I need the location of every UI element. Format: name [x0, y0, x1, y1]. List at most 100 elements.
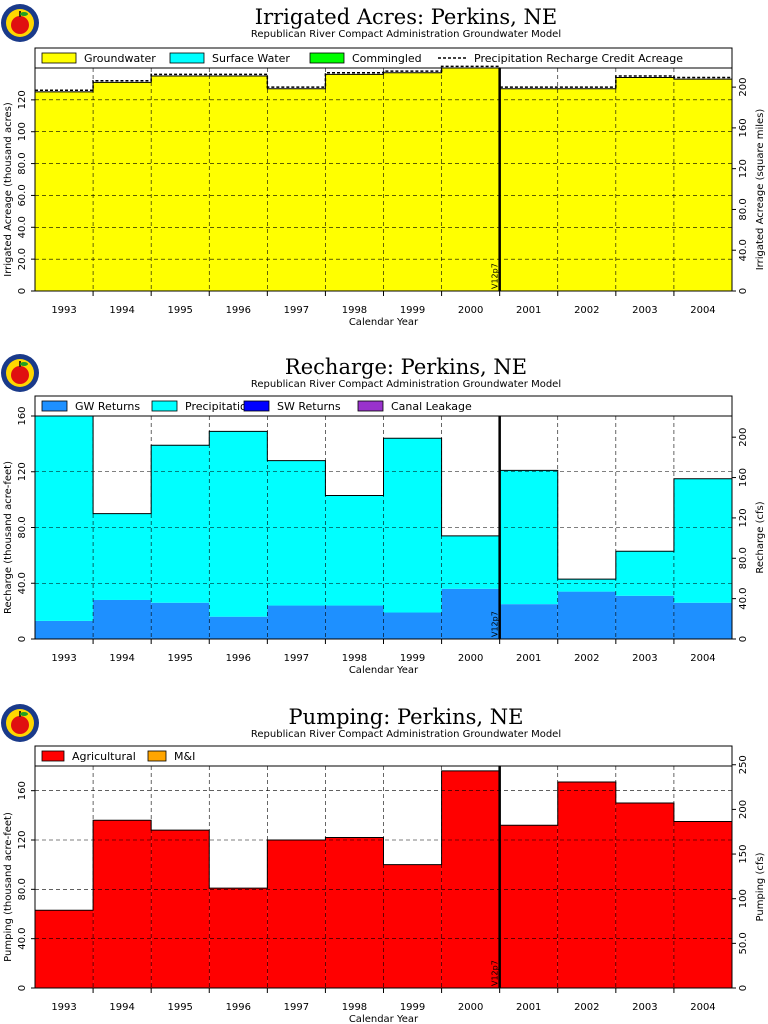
legend-label: Surface Water [212, 52, 290, 65]
y-tick-label: 160 [17, 781, 28, 800]
x-tick-label: 1999 [400, 1002, 425, 1013]
x-tick-label: 2001 [516, 305, 541, 316]
x-tick-label: 1993 [51, 305, 76, 316]
x-tick-label: 1998 [342, 653, 367, 664]
bar-agricultural-1997 [267, 840, 326, 988]
legend-swatch [169, 52, 205, 64]
bar-groundwater-2000 [441, 68, 500, 291]
bar-precipitation-2002 [557, 579, 616, 592]
logo-seal [1, 4, 39, 42]
y-tick-label: 0 [17, 636, 28, 642]
y-tick-label: 80.0 [17, 152, 28, 174]
bar-groundwater-2003 [615, 77, 674, 291]
y-axis-label: Pumping (thousand acre-feet) [3, 812, 14, 962]
x-tick-label: 1993 [51, 653, 76, 664]
chart-title: Pumping: Perkins, NE [289, 705, 524, 729]
x-tick-label: 1998 [342, 305, 367, 316]
model-version-label: V12p7 [491, 611, 500, 637]
apple-icon [11, 366, 29, 384]
chart-title: Irrigated Acres: Perkins, NE [255, 5, 557, 29]
y-axis-label: Recharge (thousand acre-feet) [3, 461, 14, 614]
y2-axis-label: Pumping (cfs) [755, 852, 766, 921]
legend-swatch [41, 52, 77, 64]
x-axis-label: Calendar Year [349, 665, 419, 676]
bar-precipitation-2001 [499, 470, 558, 605]
y2-tick-label: 150 [738, 845, 749, 864]
x-axis-label: Calendar Year [349, 317, 419, 328]
bar-gw-returns-2000 [441, 588, 500, 639]
legend-label: Groundwater [84, 52, 156, 65]
y2-tick-label: 200 [738, 78, 749, 97]
y2-tick-label: 250 [738, 755, 749, 774]
x-tick-label: 1999 [400, 305, 425, 316]
legend-label: SW Returns [277, 400, 341, 413]
apple-icon [11, 716, 29, 734]
x-tick-label: 2000 [458, 305, 483, 316]
bar-agricultural-1998 [325, 837, 384, 988]
y-tick-label: 160 [17, 406, 28, 425]
legend-label: M&I [174, 750, 195, 763]
legend-swatch [357, 400, 384, 412]
bar-gw-returns-1993 [35, 620, 94, 639]
bar-agricultural-1996 [209, 888, 268, 988]
x-tick-label: 2000 [458, 1002, 483, 1013]
x-tick-label: 2001 [516, 653, 541, 664]
apple-leaf [20, 712, 28, 716]
x-tick-label: 2003 [632, 1002, 657, 1013]
y2-tick-label: 50.0 [738, 932, 749, 954]
y-axis-label: Irrigated Acreage (thousand acres) [3, 102, 14, 277]
bar-agricultural-1999 [383, 864, 442, 988]
x-tick-label: 1994 [109, 653, 134, 664]
chart-subtitle: Republican River Compact Administration … [251, 379, 561, 390]
y-tick-label: 120 [17, 90, 28, 109]
legend-label: Canal Leakage [391, 400, 472, 413]
bar-agricultural-2001 [499, 825, 558, 988]
y2-axis-label: Recharge (cfs) [755, 501, 766, 573]
x-tick-label: 1997 [284, 1002, 309, 1013]
bar-precipitation-1993 [35, 416, 94, 621]
x-tick-label: 1997 [284, 653, 309, 664]
x-tick-label: 2003 [632, 305, 657, 316]
bar-groundwater-1993 [35, 91, 94, 292]
bar-groundwater-1998 [325, 74, 384, 291]
y-tick-label: 40.0 [17, 928, 28, 950]
bar-gw-returns-1996 [209, 616, 268, 639]
x-tick-label: 2004 [690, 1002, 715, 1013]
y-tick-label: 120 [17, 830, 28, 849]
apple-leaf [20, 362, 28, 366]
x-tick-label: 1995 [167, 1002, 192, 1013]
x-tick-label: 1997 [284, 305, 309, 316]
bar-precipitation-1996 [209, 431, 268, 617]
bar-gw-returns-2001 [499, 604, 558, 639]
y-tick-label: 100 [17, 122, 28, 141]
bar-gw-returns-1998 [325, 605, 384, 639]
bar-gw-returns-2004 [673, 602, 732, 639]
x-tick-label: 2002 [574, 305, 599, 316]
bar-gw-returns-1994 [93, 599, 152, 639]
y2-tick-label: 200 [738, 428, 749, 447]
bar-precipitation-1999 [383, 438, 442, 613]
bar-gw-returns-1995 [151, 602, 210, 639]
bar-agricultural-2003 [615, 803, 674, 988]
y-tick-label: 0 [17, 985, 28, 991]
apple-leaf [20, 12, 28, 16]
x-tick-label: 2002 [574, 1002, 599, 1013]
y2-tick-label: 80.0 [738, 547, 749, 569]
bar-agricultural-1995 [151, 830, 210, 988]
legend-swatch [151, 400, 178, 412]
bar-precipitation-2004 [673, 478, 732, 603]
y2-tick-label: 80.0 [738, 198, 749, 220]
logo-seal [1, 704, 39, 742]
x-tick-label: 2004 [690, 305, 715, 316]
x-axis-label: Calendar Year [349, 1014, 419, 1024]
x-tick-label: 2001 [516, 1002, 541, 1013]
legend-label: Precipitation [185, 400, 254, 413]
y-tick-label: 60.0 [17, 184, 28, 206]
bar-gw-returns-1999 [383, 612, 442, 639]
plot-frame [34, 395, 733, 640]
y2-tick-label: 100 [738, 889, 749, 908]
y2-axis-label: Irrigated Acreage (square miles) [755, 109, 766, 271]
bar-groundwater-1994 [93, 82, 152, 291]
